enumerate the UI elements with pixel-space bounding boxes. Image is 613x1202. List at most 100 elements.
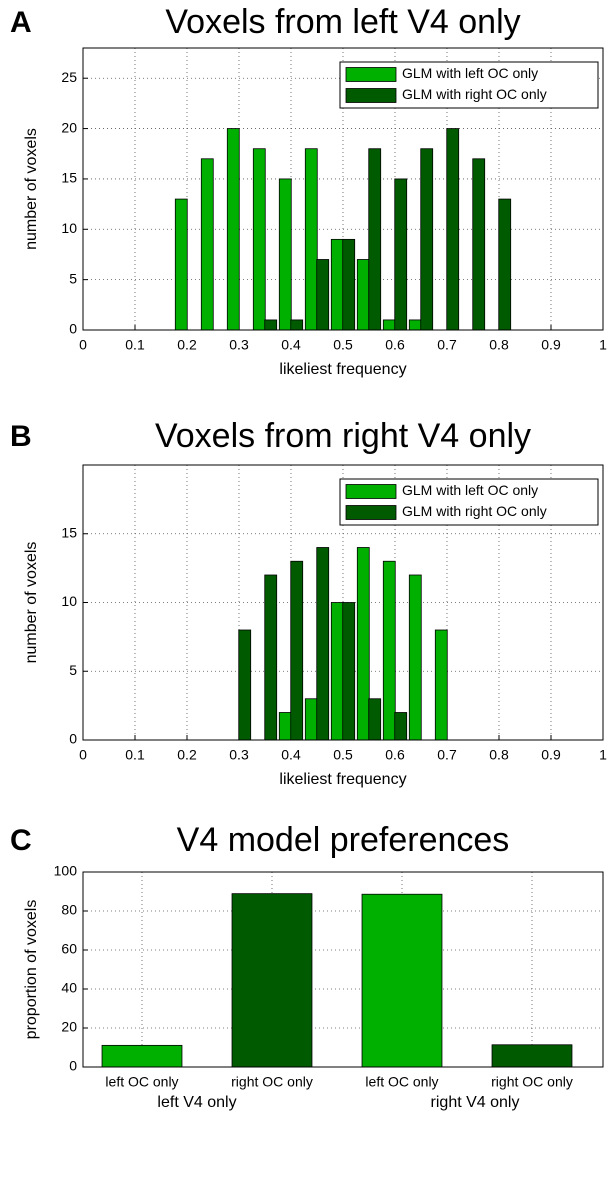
bar xyxy=(394,712,408,741)
x-tick-label: right OC only xyxy=(231,1074,313,1090)
legend-label: GLM with right OC only xyxy=(402,86,547,102)
bar xyxy=(278,712,292,741)
bar xyxy=(231,893,313,1068)
group-label: left V4 only xyxy=(157,1094,236,1111)
y-tick-label: 20 xyxy=(61,119,77,135)
y-tick-label: 40 xyxy=(61,980,77,996)
bar xyxy=(278,178,292,331)
plot-frame xyxy=(82,464,604,741)
bar xyxy=(434,629,448,741)
y-tick-label: 10 xyxy=(61,220,77,236)
bar xyxy=(420,148,434,331)
x-tick-label: 0.4 xyxy=(281,337,301,353)
bar xyxy=(498,198,512,331)
bar xyxy=(382,319,396,331)
bar xyxy=(290,560,304,741)
bar xyxy=(316,547,330,741)
chart-title: Voxels from left V4 only xyxy=(165,3,520,41)
group-label: right V4 only xyxy=(431,1094,520,1111)
x-tick-label: 1 xyxy=(599,747,607,763)
y-tick-label: 25 xyxy=(61,69,77,85)
x-tick-label: 0.5 xyxy=(333,747,353,763)
y-axis-label: proportion of voxels xyxy=(23,900,40,1040)
x-tick-label: 0 xyxy=(79,337,87,353)
y-tick-label: 0 xyxy=(69,321,77,337)
bar xyxy=(361,893,443,1068)
y-tick-label: 60 xyxy=(61,941,77,957)
bar xyxy=(408,319,422,331)
x-tick-label: 0.3 xyxy=(229,337,249,353)
x-tick-label: 0.4 xyxy=(281,747,301,763)
bar xyxy=(290,319,304,331)
bar xyxy=(264,319,278,331)
bar xyxy=(408,574,422,741)
bar xyxy=(316,259,330,331)
plot-frame xyxy=(82,871,604,1068)
legend-label: GLM with right OC only xyxy=(402,503,547,519)
panel-label: A xyxy=(10,6,32,39)
bar xyxy=(174,198,188,331)
bar xyxy=(200,158,214,331)
x-tick-label: 0 xyxy=(79,747,87,763)
bar xyxy=(382,560,396,741)
bar xyxy=(491,1044,573,1068)
chart-title: V4 model preferences xyxy=(177,821,510,859)
plot-frame xyxy=(82,47,604,331)
bar xyxy=(304,148,318,331)
bar xyxy=(368,698,382,741)
bar xyxy=(238,629,252,741)
panel-label: C xyxy=(10,824,32,857)
y-axis-label: number of voxels xyxy=(23,128,40,250)
bar xyxy=(101,1044,183,1068)
bar xyxy=(264,574,278,741)
bar xyxy=(226,128,240,331)
x-tick-label: 0.7 xyxy=(437,337,457,353)
x-axis-label: likeliest frequency xyxy=(279,361,406,378)
bar xyxy=(330,602,344,741)
y-tick-label: 0 xyxy=(69,731,77,747)
y-tick-label: 15 xyxy=(61,170,77,186)
chart-title: Voxels from right V4 only xyxy=(155,417,531,455)
bar xyxy=(472,158,486,331)
x-tick-label: 0.8 xyxy=(489,747,509,763)
bar xyxy=(330,238,344,331)
y-tick-label: 0 xyxy=(69,1058,77,1074)
bar xyxy=(394,178,408,331)
bar xyxy=(368,148,382,331)
bar xyxy=(356,547,370,741)
x-tick-label: 0.1 xyxy=(125,747,145,763)
x-tick-label: 0.2 xyxy=(177,747,197,763)
x-axis-label: likeliest frequency xyxy=(279,771,406,788)
x-tick-label: 0.1 xyxy=(125,337,145,353)
bar xyxy=(304,698,318,741)
x-tick-label: 0.2 xyxy=(177,337,197,353)
legend-label: GLM with left OC only xyxy=(402,482,538,498)
x-tick-label: 0.7 xyxy=(437,747,457,763)
bar xyxy=(342,602,356,741)
legend-swatch xyxy=(345,88,397,103)
y-tick-label: 20 xyxy=(61,1019,77,1035)
x-tick-label: 0.6 xyxy=(385,747,405,763)
bar xyxy=(342,238,356,331)
bar xyxy=(252,148,266,331)
x-tick-label: 0.5 xyxy=(333,337,353,353)
x-tick-label: 0.9 xyxy=(541,337,561,353)
x-tick-label: 1 xyxy=(599,337,607,353)
x-tick-label: left OC only xyxy=(105,1074,178,1090)
legend-swatch xyxy=(345,67,397,82)
x-tick-label: 0.8 xyxy=(489,337,509,353)
legend-label: GLM with left OC only xyxy=(402,65,538,81)
x-tick-label: 0.9 xyxy=(541,747,561,763)
legend-swatch xyxy=(345,484,397,499)
x-tick-label: 0.6 xyxy=(385,337,405,353)
y-tick-label: 10 xyxy=(61,593,77,609)
x-tick-label: right OC only xyxy=(491,1074,573,1090)
legend-swatch xyxy=(345,505,397,520)
x-tick-label: 0.3 xyxy=(229,747,249,763)
y-tick-label: 5 xyxy=(69,662,77,678)
x-tick-label: left OC only xyxy=(365,1074,438,1090)
y-tick-label: 5 xyxy=(69,270,77,286)
y-axis-label: number of voxels xyxy=(23,542,40,664)
bar xyxy=(356,259,370,331)
